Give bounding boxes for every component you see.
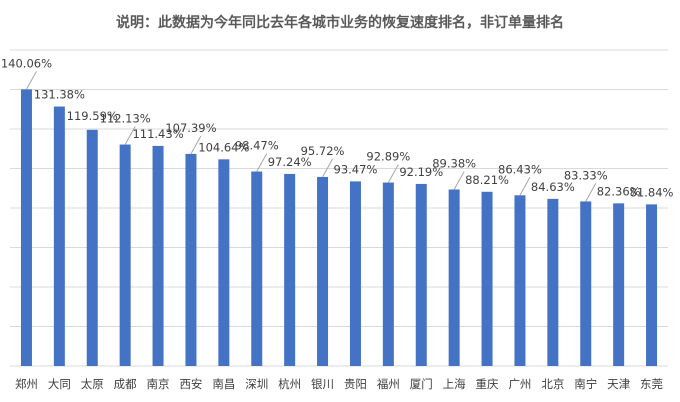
leader-lines [26,71,597,202]
bar-东莞 [646,204,658,366]
leader-line [585,183,597,202]
bar-西安 [185,153,197,366]
category-label: 福州 [377,377,400,391]
data-label: 83.33% [564,168,608,182]
category-label: 深圳 [245,377,268,391]
category-label: 天津 [607,377,630,391]
bar-重庆 [481,191,493,366]
data-label: 92.19% [399,165,443,179]
bar-厦门 [415,183,427,366]
category-label: 厦门 [410,377,433,391]
category-label: 贵阳 [344,377,367,391]
data-label: 131.38% [34,88,85,102]
data-label: 86.43% [498,162,542,176]
category-label: 重庆 [476,377,499,391]
bar-郑州 [20,89,32,366]
bar-银川 [317,176,329,366]
category-label: 银川 [311,377,334,391]
leader-line [26,71,37,90]
category-label: 上海 [443,377,466,391]
data-label: 140.06% [1,56,52,70]
bar-大同 [53,106,65,366]
bar-福州 [382,182,394,366]
category-label: 南宁 [574,377,597,391]
category-label: 广州 [508,377,531,391]
bar-天津 [613,203,625,366]
bar-上海 [448,189,460,366]
bar-南昌 [218,159,230,366]
leader-line [453,171,465,190]
data-label: 97.24% [268,155,312,169]
category-label: 西安 [179,377,202,391]
bar-太原 [86,129,98,366]
bar-深圳 [251,171,263,366]
leader-line [519,177,531,196]
category-label: 杭州 [278,377,301,391]
leader-line [190,135,202,155]
leader-line [387,164,399,183]
chart-title: 说明：此数据为今年同比去年各城市业务的恢复速度排名，非订单量排名 [116,15,564,31]
bar-成都 [119,144,131,366]
bar-北京 [547,198,559,366]
data-label: 95.72% [301,144,345,158]
category-label: 南京 [147,377,170,391]
bar-广州 [514,195,526,366]
data-label: 93.47% [334,162,378,176]
data-label: 84.63% [531,180,575,194]
bar-贵阳 [349,181,361,366]
bar-南宁 [580,201,592,366]
category-label: 南昌 [212,377,235,391]
data-labels: 140.06% 131.38% 119.59%112.13%111.43%107.3… [1,56,674,199]
category-label: 太原 [81,377,104,391]
category-label: 东莞 [640,377,663,391]
data-label: 88.21% [465,173,509,187]
data-label: 98.47% [235,139,279,153]
data-label: 89.38% [432,156,476,170]
leader-line [256,153,268,172]
gridlines [10,49,668,367]
data-label: 82.36% [597,184,641,198]
data-label: 111.43% [132,127,183,141]
bars [20,89,658,366]
data-label: 107.39% [165,121,216,135]
category-label: 大同 [48,377,71,391]
bar-杭州 [284,173,296,366]
leader-line [124,126,136,145]
category-label: 郑州 [15,377,38,391]
data-label: 112.13% [100,112,151,126]
data-label: 81.84% [630,185,674,199]
bar-南京 [152,145,164,366]
category-label: 成都 [114,377,137,391]
category-label: 北京 [541,377,564,391]
category-labels: 郑州 大同 太原 成都 南京 西安 南昌 深圳 杭州 银川 贵阳 福州 厦门 上海 重庆 广州 北京 南宁 天津 东莞 [15,377,663,391]
data-label: 104.64% [198,140,249,154]
data-label: 92.89% [366,150,410,164]
data-label: 119.59% [67,109,118,123]
leader-line [322,158,333,178]
